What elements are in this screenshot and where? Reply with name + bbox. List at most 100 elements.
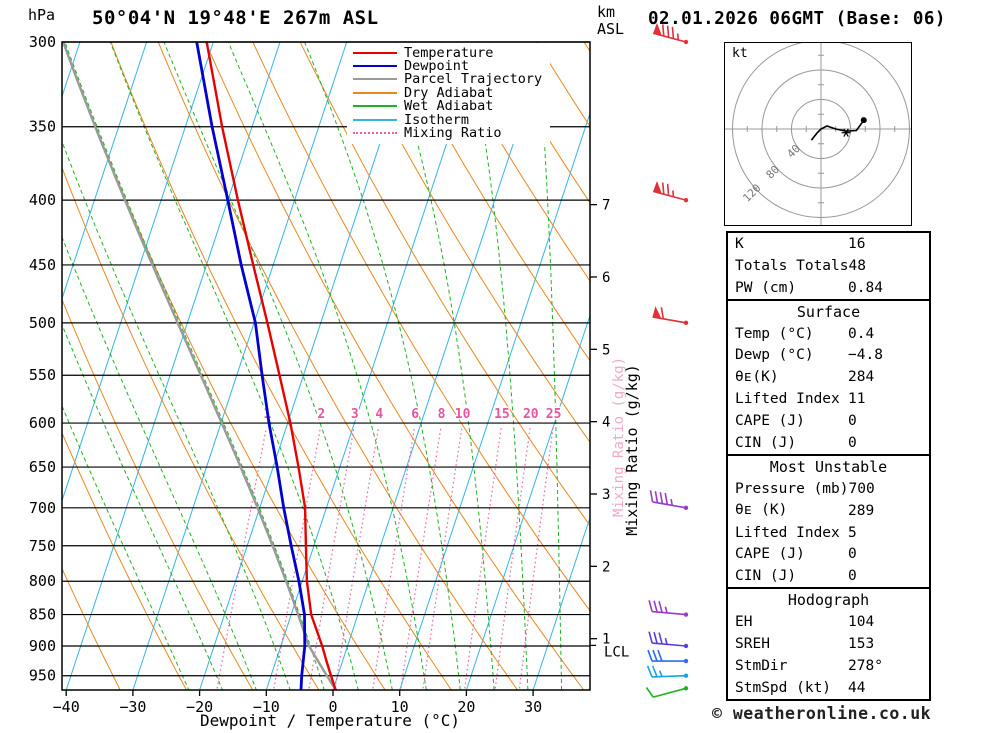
stat-value: 0.84: [848, 279, 883, 296]
svg-text:−40: −40: [53, 698, 80, 716]
hodograph-end-marker: [860, 117, 867, 124]
stat-label: CAPE (J): [735, 413, 805, 430]
svg-text:750: 750: [29, 537, 56, 555]
stat-value: 48: [848, 257, 866, 274]
stats-section: Most Unstable Pressure (mb) 700 θᴇ (K) 289 Li…: [728, 453, 929, 587]
stat-value: 0.4: [848, 325, 875, 342]
mixing-ratio-axis-label: Mixing Ratio (g/kg): [623, 364, 641, 536]
svg-text:650: 650: [29, 458, 56, 476]
dewpoint-curve: [195, 42, 307, 690]
stat-label: Temp (°C): [735, 325, 814, 342]
station-title: 50°04'N 19°48'E 267m ASL: [92, 7, 379, 29]
stats-section-header: Surface: [796, 302, 861, 321]
svg-text:600: 600: [29, 414, 56, 432]
stat-value: 44: [848, 679, 866, 696]
legend-line-sample: [353, 51, 397, 54]
svg-text:3: 3: [351, 407, 359, 422]
stat-row: CIN (J) 0: [728, 565, 929, 587]
stat-value: 11: [848, 391, 866, 408]
legend-label: Wet Adiabat: [404, 98, 494, 115]
legend-line-sample: [353, 132, 397, 135]
legend-line-sample: [353, 65, 397, 68]
hodograph-unit-label: kt: [732, 46, 748, 61]
svg-text:800: 800: [29, 572, 56, 590]
legend-line-sample: [353, 105, 397, 108]
km-unit-line2: ASL: [597, 20, 625, 38]
stat-value: 284: [848, 369, 875, 386]
stat-row: PW (cm) 0.84: [728, 277, 929, 299]
stats-section: Hodograph EH 104 SREH 153 StmDir 278° StmSpd (k…: [728, 587, 929, 698]
stat-value: 0: [848, 568, 857, 585]
svg-text:4: 4: [375, 407, 383, 422]
stat-row: CAPE (J) 0: [728, 410, 929, 432]
svg-text:−30: −30: [119, 698, 146, 716]
stat-row: Temp (°C) 0.4: [728, 323, 929, 345]
km-unit-line1: km: [597, 3, 616, 21]
stat-label: Lifted Index: [735, 391, 840, 408]
isotherm-lines: [62, 42, 590, 690]
svg-text:25: 25: [546, 407, 562, 422]
svg-text:6: 6: [602, 270, 610, 286]
mixing-ratio-value-labels: 1 2 3 4 6 8 10 15 20 25: [262, 406, 563, 424]
stat-row: Lifted Index 5: [728, 522, 929, 544]
stat-row: K 16: [728, 233, 929, 255]
legend-item: Temperature: [353, 44, 542, 61]
svg-text:2: 2: [317, 407, 325, 422]
svg-text:550: 550: [29, 366, 56, 384]
svg-text:850: 850: [29, 606, 56, 624]
svg-text:700: 700: [29, 499, 56, 517]
stat-value: 0: [848, 413, 857, 430]
svg-text:30: 30: [524, 698, 542, 716]
svg-text:40: 40: [784, 142, 803, 161]
hodograph-trace: [810, 119, 865, 141]
svg-text:10: 10: [455, 407, 471, 422]
svg-text:500: 500: [29, 314, 56, 332]
stat-row: θᴇ(K) 284: [728, 366, 929, 388]
stat-label: PW (cm): [735, 279, 797, 296]
stat-label: StmSpd (kt): [735, 679, 832, 696]
legend-line-sample: [353, 118, 397, 121]
legend-label: Temperature: [404, 44, 494, 61]
stat-row: SREH 153: [728, 633, 929, 655]
plot-border: [61, 41, 591, 691]
stats-section: Surface Temp (°C) 0.4 Dewp (°C) −4.8 θᴇ(K) 284…: [728, 298, 929, 454]
stat-row: Dewp (°C) −4.8: [728, 344, 929, 366]
svg-text:2: 2: [602, 559, 610, 575]
stat-value: 700: [848, 480, 875, 497]
km-asl-axis-unit: km ASL: [597, 4, 624, 38]
svg-text:300: 300: [29, 33, 56, 51]
svg-text:120: 120: [740, 181, 763, 204]
svg-text:6: 6: [411, 407, 419, 422]
svg-text:−10: −10: [253, 698, 280, 716]
stat-label: Totals Totals: [735, 257, 849, 274]
svg-text:900: 900: [29, 637, 56, 655]
legend-item: Wet Adiabat: [353, 98, 542, 115]
stat-row: Pressure (mb) 700: [728, 478, 929, 500]
legend-label: Isotherm: [404, 111, 470, 128]
stat-value: 0: [848, 434, 857, 451]
pressure-tick-labels: 300 350 400 450 500 550 600 650 700 750 800 850 900 9…: [29, 33, 56, 685]
copyright: © weatheronline.co.uk: [712, 704, 932, 723]
svg-text:3: 3: [602, 487, 610, 503]
x-axis-label: Dewpoint / Temperature (°C): [199, 711, 461, 730]
stat-label: CIN (J): [735, 568, 797, 585]
stat-row: CIN (J) 0: [728, 432, 929, 454]
wet-adiabat-lines: [62, 42, 563, 690]
lcl-label: LCL: [604, 644, 629, 660]
svg-text:4: 4: [602, 415, 610, 431]
legend-item: Parcel Trajectory: [353, 71, 543, 88]
temperature-tick-labels: −40 −30 −20 −10 0 10 20 30: [53, 690, 542, 716]
svg-text:20: 20: [457, 698, 475, 716]
svg-text:10: 10: [391, 698, 409, 716]
storm-motion-marker: [843, 128, 849, 137]
stat-row: θᴇ (K) 289: [728, 500, 929, 522]
stat-value: 0: [848, 546, 857, 563]
stat-label: Dewp (°C): [735, 347, 814, 364]
stat-label: CIN (J): [735, 434, 797, 451]
stats-section-header: Most Unstable: [769, 457, 888, 476]
stat-value: 16: [848, 235, 866, 252]
stat-label: K: [735, 235, 744, 252]
legend-label: Parcel Trajectory: [404, 71, 543, 88]
svg-text:7: 7: [602, 198, 610, 214]
